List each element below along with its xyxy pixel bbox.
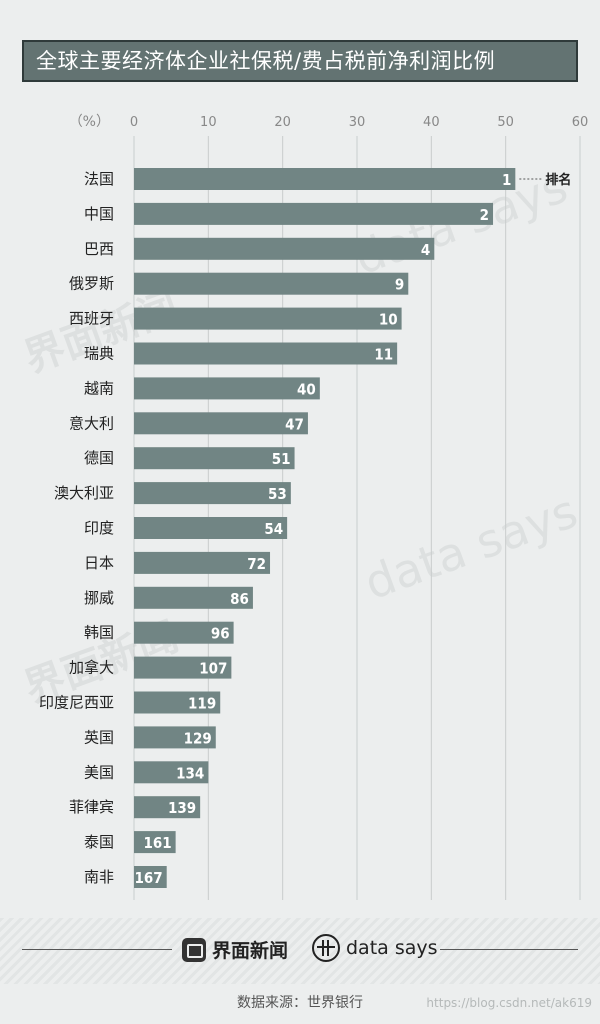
category-label: 澳大利亚 bbox=[54, 484, 114, 502]
rank-value-label: 54 bbox=[264, 520, 283, 538]
footer-divider bbox=[440, 949, 578, 950]
x-tick-label: 50 bbox=[497, 115, 514, 130]
bar bbox=[134, 482, 291, 505]
data-says-logo-icon bbox=[312, 934, 340, 962]
category-label: 印度 bbox=[84, 519, 114, 537]
x-tick-label: 60 bbox=[572, 115, 589, 130]
x-tick-label: 40 bbox=[423, 115, 440, 130]
rank-value-label: 51 bbox=[272, 450, 291, 468]
brand-data-says-text: data says bbox=[346, 937, 438, 959]
category-label: 菲律宾 bbox=[69, 798, 114, 816]
rank-value-label: 1 bbox=[502, 171, 511, 189]
category-label: 意大利 bbox=[69, 414, 114, 432]
footer-band bbox=[0, 918, 600, 984]
rank-value-label: 167 bbox=[135, 869, 163, 887]
rank-value-label: 53 bbox=[268, 485, 287, 503]
bar bbox=[134, 866, 167, 888]
axis-unit-label: （%） bbox=[69, 114, 110, 130]
category-label: 英国 bbox=[84, 728, 114, 746]
rank-value-label: 129 bbox=[184, 729, 212, 747]
bar bbox=[134, 621, 234, 644]
rank-value-label: 47 bbox=[285, 415, 304, 433]
category-label: 法国 bbox=[84, 170, 114, 188]
bar bbox=[134, 517, 288, 539]
bar bbox=[134, 272, 409, 295]
footer-divider bbox=[22, 949, 172, 950]
bar bbox=[134, 412, 308, 435]
rank-value-label: 134 bbox=[176, 764, 204, 782]
bar-chart: （%） 0 10 20 30 40 50 60 法国 1 中国 2 巴西 4 俄罗斯 9 西班牙 10 瑞典 11 越南… bbox=[39, 114, 589, 900]
category-label: 俄罗斯 bbox=[69, 275, 114, 293]
bar bbox=[134, 691, 221, 714]
bar bbox=[134, 551, 271, 574]
bar bbox=[134, 342, 398, 365]
rank-value-label: 11 bbox=[374, 346, 393, 364]
category-label: 南非 bbox=[84, 868, 114, 886]
category-label: 日本 bbox=[84, 554, 114, 572]
category-label: 德国 bbox=[84, 449, 114, 467]
chart-title: 全球主要经济体企业社保税/费占税前净利润比例 bbox=[22, 40, 578, 82]
credit-watermark: https://blog.csdn.net/ak619 bbox=[426, 996, 592, 1010]
category-label: 中国 bbox=[84, 205, 114, 223]
rank-value-label: 10 bbox=[379, 311, 398, 329]
category-label: 泰国 bbox=[84, 833, 114, 851]
x-tick-label: 0 bbox=[130, 115, 138, 130]
category-label: 越南 bbox=[84, 379, 114, 397]
rank-value-label: 96 bbox=[211, 625, 230, 643]
bar bbox=[134, 377, 320, 400]
rank-value-label: 161 bbox=[143, 834, 171, 852]
category-label: 加拿大 bbox=[69, 659, 114, 677]
category-label: 瑞典 bbox=[84, 345, 114, 363]
rank-value-label: 2 bbox=[480, 206, 489, 224]
x-tick-label: 10 bbox=[200, 115, 217, 130]
category-label: 美国 bbox=[84, 763, 114, 781]
x-tick-label: 30 bbox=[349, 115, 366, 130]
rank-value-label: 107 bbox=[199, 660, 227, 678]
bar bbox=[134, 447, 295, 470]
bar bbox=[134, 237, 435, 260]
rank-value-label: 40 bbox=[297, 380, 316, 398]
bar bbox=[134, 796, 201, 819]
bar bbox=[134, 656, 232, 679]
brand-data-says: data says bbox=[312, 934, 438, 962]
category-label: 西班牙 bbox=[69, 310, 114, 328]
brand-jiemian: 界面新闻 bbox=[182, 936, 288, 963]
rank-value-label: 72 bbox=[247, 555, 266, 573]
bar bbox=[134, 168, 516, 190]
rank-value-label: 4 bbox=[421, 241, 430, 259]
brand-jiemian-text: 界面新闻 bbox=[212, 940, 289, 962]
bar bbox=[134, 307, 402, 330]
category-label: 挪威 bbox=[84, 589, 114, 607]
rank-header-label: 排名 bbox=[545, 172, 571, 188]
rank-value-label: 119 bbox=[188, 695, 216, 713]
category-label: 巴西 bbox=[84, 240, 114, 258]
jiemian-logo-icon bbox=[182, 937, 206, 962]
x-tick-label: 20 bbox=[274, 115, 291, 130]
rank-value-label: 139 bbox=[168, 799, 196, 817]
category-label: 印度尼西亚 bbox=[39, 694, 114, 712]
bar bbox=[134, 761, 209, 784]
rank-value-label: 86 bbox=[230, 590, 249, 608]
rank-value-label: 9 bbox=[395, 276, 404, 294]
data-source: 数据来源：世界银行 bbox=[237, 995, 363, 1011]
bar bbox=[134, 831, 176, 854]
bar bbox=[134, 726, 216, 749]
bar bbox=[134, 586, 253, 609]
bar bbox=[134, 202, 494, 225]
category-label: 韩国 bbox=[84, 624, 114, 642]
